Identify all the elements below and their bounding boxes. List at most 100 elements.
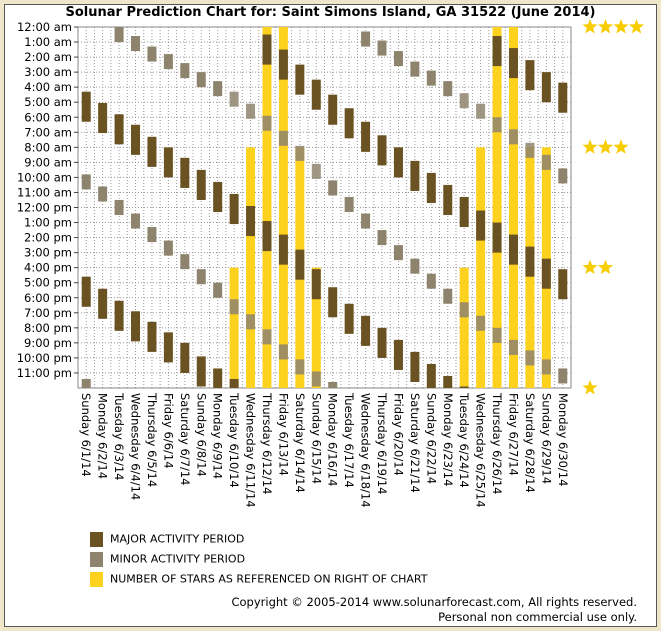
x-tick-label: Thursday 6/12/14: [260, 392, 274, 494]
minor-period-bar: [541, 359, 551, 375]
x-tick-label: Wednesday 6/25/14: [474, 393, 488, 508]
x-tick-label: Sunday 6/22/14: [424, 393, 438, 484]
y-tick-label: 9:00 am: [24, 155, 72, 169]
x-tick-label: Sunday 6/1/14: [79, 393, 93, 477]
major-period-bar: [311, 269, 321, 300]
minor-period-bar: [131, 213, 141, 229]
legend-stars: NUMBER OF STARS AS REFERENCED ON RIGHT O…: [90, 572, 427, 587]
minor-period-bar: [196, 72, 206, 88]
x-tick-label: Sunday 6/29/14: [539, 393, 553, 484]
legend-minor-swatch: [90, 552, 103, 567]
major-period-bar: [541, 258, 551, 289]
major-period-bar: [131, 124, 141, 155]
y-tick-label: 7:00 pm: [24, 306, 72, 320]
legend-stars-label: NUMBER OF STARS AS REFERENCED ON RIGHT O…: [110, 572, 428, 586]
minor-period-bar: [229, 299, 239, 315]
major-period-bar: [98, 288, 108, 319]
x-tick-label: Friday 6/13/14: [276, 393, 290, 476]
copyright-text: Copyright © 2005-2014 www.solunarforecas…: [231, 595, 637, 609]
legend-major: MAJOR ACTIVITY PERIOD: [90, 532, 244, 547]
minor-period-bar: [278, 344, 288, 360]
stars-bar: [246, 147, 256, 388]
major-period-bar: [295, 249, 305, 280]
stars-bar: [476, 147, 486, 388]
minor-period-bar: [426, 273, 436, 289]
minor-period-bar: [410, 258, 420, 274]
major-period-bar: [213, 181, 223, 213]
minor-period-bar: [163, 54, 173, 70]
minor-period-bar: [180, 63, 190, 79]
minor-period-bar: [180, 254, 190, 270]
major-period-bar: [393, 339, 403, 370]
star-icon: [582, 380, 598, 395]
minor-period-bar: [262, 329, 272, 345]
y-tick-label: 12:00 pm: [17, 201, 72, 215]
major-period-bar: [163, 147, 173, 178]
major-period-bar: [344, 108, 354, 139]
minor-period-bar: [131, 36, 141, 52]
y-tick-label: 2:00 pm: [24, 231, 72, 245]
minor-period-bar: [344, 196, 354, 213]
x-tick-label: Tuesday 6/10/14: [227, 392, 241, 488]
y-tick-label: 11:00 pm: [17, 366, 72, 380]
star-icon: [597, 19, 614, 34]
major-period-bar: [492, 36, 502, 67]
minor-period-bar: [196, 269, 206, 285]
legend-major-label: MAJOR ACTIVITY PERIOD: [110, 532, 245, 546]
minor-period-bar: [147, 227, 157, 243]
stars-bar: [229, 267, 239, 388]
minor-period-bar: [81, 174, 91, 190]
x-tick-label: Thursday 6/26/14: [490, 392, 504, 494]
major-period-bar: [262, 221, 272, 252]
star-icon: [582, 259, 598, 275]
x-tick-label: Sunday 6/15/14: [309, 393, 323, 484]
minor-period-bar: [262, 115, 272, 131]
stars-bar: [508, 27, 518, 388]
minor-period-bar: [492, 117, 502, 133]
minor-period-bar: [525, 142, 535, 158]
minor-period-bar: [163, 240, 173, 256]
major-period-bar: [295, 64, 305, 95]
y-tick-label: 8:00 am: [24, 140, 72, 154]
y-tick-label: 6:00 pm: [24, 291, 72, 305]
major-period-bar: [377, 135, 387, 166]
x-tick-label: Monday 6/23/14: [441, 393, 455, 486]
minor-period-bar: [459, 302, 469, 318]
y-tick-label: 4:00 am: [24, 80, 72, 94]
minor-period-bar: [541, 154, 551, 170]
major-period-bar: [393, 147, 403, 178]
minor-period-bar: [328, 381, 338, 388]
minor-period-bar: [393, 245, 403, 261]
minor-period-bar: [508, 339, 518, 355]
major-period-bar: [81, 276, 91, 307]
minor-period-bar: [278, 130, 288, 146]
x-tick-label: Saturday 6/28/14: [523, 393, 537, 493]
x-tick-label: Tuesday 6/24/14: [457, 392, 471, 488]
x-tick-label: Tuesday 6/17/14: [342, 392, 356, 488]
y-tick-label: 4:00 pm: [24, 261, 72, 275]
minor-period-bar: [410, 61, 420, 77]
minor-period-bar: [295, 359, 305, 375]
y-tick-label: 3:00 am: [24, 65, 72, 79]
y-tick-label: 1:00 pm: [24, 216, 72, 230]
y-tick-label: 10:00 pm: [17, 351, 72, 365]
stars-bar: [459, 267, 469, 388]
y-tick-label: 2:00 am: [24, 50, 72, 64]
minor-period-bar: [476, 315, 486, 331]
minor-period-bar: [377, 230, 387, 246]
major-period-bar: [476, 210, 486, 241]
major-period-bar: [196, 169, 206, 200]
y-tick-label: 5:00 am: [24, 95, 72, 109]
minor-period-bar: [213, 81, 223, 97]
legend-minor-label: MINOR ACTIVITY PERIOD: [110, 552, 246, 566]
x-tick-label: Thursday 6/19/14: [375, 392, 389, 494]
x-tick-label: Wednesday 6/11/14: [244, 393, 258, 508]
y-tick-label: 5:00 pm: [24, 276, 72, 290]
minor-period-bar: [147, 46, 157, 62]
minor-period-bar: [525, 350, 535, 366]
major-period-bar: [443, 375, 453, 388]
x-tick-label: Thursday 6/5/14: [145, 392, 159, 487]
minor-period-bar: [246, 314, 256, 330]
minor-period-bar: [361, 31, 371, 47]
major-period-bar: [262, 34, 272, 65]
